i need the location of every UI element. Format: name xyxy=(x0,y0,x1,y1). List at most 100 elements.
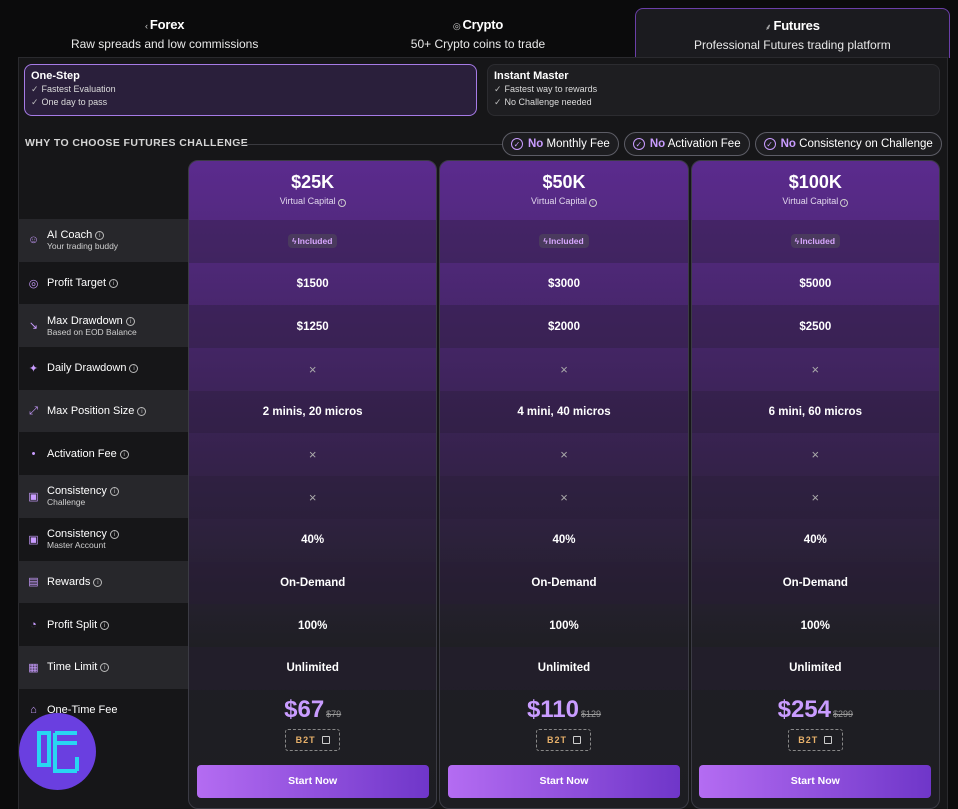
coupon-code[interactable]: B2T xyxy=(787,728,843,751)
tab-futures[interactable]: ⸙ Futures Professional Futures trading pl… xyxy=(634,8,950,58)
plan-cell: × xyxy=(440,348,687,391)
info-icon[interactable]: i xyxy=(93,577,103,587)
plan-cell: × xyxy=(189,348,436,391)
plan-cell: Unlimited xyxy=(440,646,688,690)
cross-icon: × xyxy=(560,361,568,377)
badge-no-activation-fee: ✓ No Activation Fee xyxy=(623,132,750,156)
bolt-icon: ϟ xyxy=(291,236,297,247)
info-icon[interactable]: i xyxy=(109,487,119,497)
divider xyxy=(238,144,503,145)
cross-icon: × xyxy=(560,447,568,463)
plan-value: $2500 xyxy=(799,320,832,333)
badge-text: Activation Fee xyxy=(667,138,741,150)
included-text: Included xyxy=(548,236,584,247)
plan-cell: × xyxy=(692,348,939,391)
badge-highlight: No xyxy=(780,138,796,150)
info-icon[interactable]: i xyxy=(588,199,597,207)
plan-header: $50K Virtual Capital i xyxy=(440,161,687,220)
row-label-sub: Challenge xyxy=(47,497,86,508)
info-icon[interactable]: i xyxy=(337,199,346,207)
badge-no-monthly-fee: ✓ No Monthly Fee xyxy=(502,132,619,156)
info-icon[interactable]: i xyxy=(125,316,135,326)
info-icon[interactable]: i xyxy=(137,407,147,417)
plan-old-price: $299 xyxy=(833,708,854,719)
plan-value: 100% xyxy=(800,619,831,632)
info-icon[interactable]: i xyxy=(119,449,129,459)
info-icon[interactable]: i xyxy=(840,199,849,207)
challenge-mode-selector: One-Step ✓ Fastest Evaluation ✓ One day to… xyxy=(24,64,940,116)
cross-icon: × xyxy=(560,489,568,505)
plan-cell: $2500 xyxy=(691,305,939,349)
info-icon[interactable]: i xyxy=(109,530,119,540)
plan-column: $100K Virtual Capital i ϟIncluded $5000 $25… xyxy=(690,160,940,809)
included-badge: ϟIncluded xyxy=(790,234,841,249)
included-badge: ϟIncluded xyxy=(287,234,338,249)
row-label-profit-target: ◎ Profit Target i xyxy=(18,262,188,305)
mode-instant-master[interactable]: Instant Master ✓ Fastest way to rewards ✓… xyxy=(487,64,940,116)
info-icon[interactable]: i xyxy=(95,231,105,241)
tab-forex[interactable]: ‹ Forex Raw spreads and low commissions xyxy=(8,8,321,58)
check-circle-icon: ✓ xyxy=(511,138,523,150)
cross-icon: × xyxy=(811,447,820,463)
coupon-code[interactable]: B2T xyxy=(285,728,341,751)
pie-icon: ◔ xyxy=(30,618,37,631)
plan-value: 40% xyxy=(803,534,827,547)
row-label-text: Consistency xyxy=(47,528,107,541)
start-now-button[interactable]: Start Now xyxy=(699,764,932,798)
row-label-profit-split: ◔ Profit Split i xyxy=(18,603,188,646)
row-label-ai-coach: ☺ AI Coach i Your trading buddy xyxy=(18,219,188,262)
plan-value: $5000 xyxy=(799,278,832,291)
info-icon[interactable]: i xyxy=(129,364,139,374)
copy-icon[interactable] xyxy=(824,735,833,744)
plan-capital-label: Virtual Capital xyxy=(531,196,587,206)
plan-value: 6 mini, 60 micros xyxy=(768,406,862,419)
plan-cell: × xyxy=(189,476,437,519)
plan-cell: 100% xyxy=(440,604,687,647)
brand-logo xyxy=(19,713,96,790)
copy-icon[interactable] xyxy=(572,735,581,744)
plan-value: $3000 xyxy=(548,278,580,291)
tag-icon: ⌂ xyxy=(30,703,37,716)
info-icon[interactable]: i xyxy=(100,663,110,673)
plan-cell: 100% xyxy=(189,604,436,647)
row-label-text: Consistency xyxy=(47,485,107,498)
plan-value: 4 mini, 40 micros xyxy=(517,406,611,419)
plan-value: 2 minis, 20 micros xyxy=(262,406,363,419)
row-label-rewards: ▤ Rewards i xyxy=(18,560,188,604)
plan-cell: ϟIncluded xyxy=(691,220,939,263)
row-label-text: Profit Split xyxy=(47,618,98,631)
coupon-code-text: B2T xyxy=(546,734,567,745)
check-icon: ✓ xyxy=(31,84,39,94)
calendar-clock-icon: ▣ xyxy=(28,533,39,546)
plan-cell: × xyxy=(691,476,939,519)
plan-cell: $1500 xyxy=(189,263,436,306)
copy-icon[interactable] xyxy=(321,735,330,744)
info-icon[interactable]: i xyxy=(100,620,110,630)
mode-one-step[interactable]: One-Step ✓ Fastest Evaluation ✓ One day to… xyxy=(24,64,477,116)
plan-fee: $110 $129 B2T Start Now xyxy=(440,690,687,800)
cross-icon: × xyxy=(811,361,820,377)
tab-crypto[interactable]: ◎ Crypto 50+ Crypto coins to trade xyxy=(321,8,634,58)
tab-subtitle: Raw spreads and low commissions xyxy=(70,37,259,51)
row-label-text: Profit Target xyxy=(47,277,107,290)
coupon-code-text: B2T xyxy=(798,734,819,745)
check-circle-icon: ✓ xyxy=(632,138,645,150)
info-icon[interactable]: i xyxy=(109,279,119,289)
plan-cell: 100% xyxy=(692,604,939,647)
plan-value: Unlimited xyxy=(537,662,591,675)
coupon-code[interactable]: B2T xyxy=(536,728,592,751)
plan-value: On-Demand xyxy=(782,576,848,589)
plan-value: 100% xyxy=(297,619,328,632)
plan-value: $1500 xyxy=(296,278,329,291)
plan-cell: On-Demand xyxy=(440,561,688,605)
plan-amount: $25K xyxy=(291,172,335,192)
plan-cell: 40% xyxy=(440,519,687,562)
plan-cell: ϟIncluded xyxy=(440,220,688,263)
gift-icon: ▤ xyxy=(28,576,39,589)
start-now-button[interactable]: Start Now xyxy=(196,764,429,798)
mode-feature: One day to pass xyxy=(41,97,108,107)
start-now-button[interactable]: Start Now xyxy=(447,764,680,798)
tab-subtitle: 50+ Crypto coins to trade xyxy=(410,37,546,51)
cross-icon: × xyxy=(811,489,820,505)
plan-cell: Unlimited xyxy=(189,646,437,690)
